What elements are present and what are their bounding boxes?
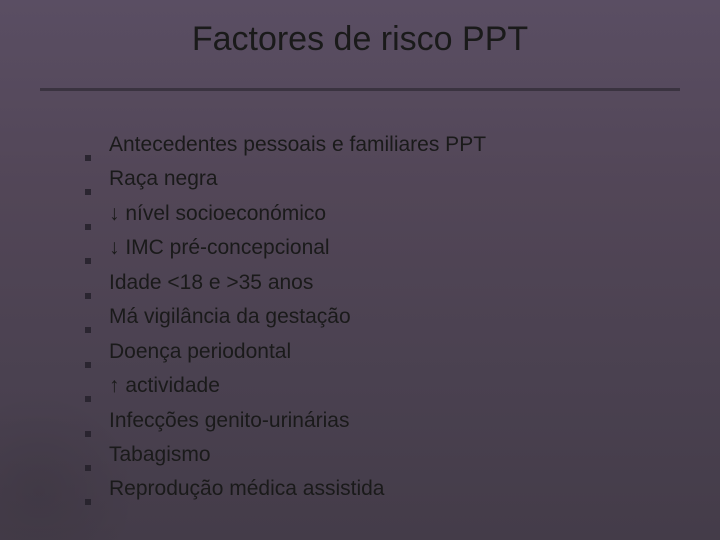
- list-item: ↓ IMC pré-concepcional: [85, 233, 660, 263]
- list-item: Infecções genito-urinárias: [85, 406, 660, 436]
- bullet-icon: [85, 258, 91, 264]
- list-item-text: ↑ actividade: [109, 371, 220, 401]
- slide-title: Factores de risco PPT: [0, 20, 720, 59]
- list-item: Raça negra: [85, 164, 660, 194]
- list-item: Tabagismo: [85, 440, 660, 470]
- list-item: Reprodução médica assistida: [85, 474, 660, 504]
- bullet-icon: [85, 189, 91, 195]
- list-item: Doença periodontal: [85, 337, 660, 367]
- list-item: ↓ nível socioeconómico: [85, 199, 660, 229]
- list-item-text: Antecedentes pessoais e familiares PPT: [109, 130, 486, 160]
- title-divider: [40, 88, 680, 91]
- list-item: Má vigilância da gestação: [85, 302, 660, 332]
- bullet-icon: [85, 465, 91, 471]
- list-item-text: Reprodução médica assistida: [109, 474, 384, 504]
- bullet-icon: [85, 155, 91, 161]
- list-item-text: ↓ IMC pré-concepcional: [109, 233, 330, 263]
- bullet-list: Antecedentes pessoais e familiares PPT R…: [85, 130, 660, 509]
- list-item-text: Má vigilância da gestação: [109, 302, 351, 332]
- list-item-text: Doença periodontal: [109, 337, 291, 367]
- list-item: Antecedentes pessoais e familiares PPT: [85, 130, 660, 160]
- bullet-icon: [85, 431, 91, 437]
- list-item-text: Idade <18 e >35 anos: [109, 268, 313, 298]
- bullet-icon: [85, 224, 91, 230]
- list-item: ↑ actividade: [85, 371, 660, 401]
- list-item: Idade <18 e >35 anos: [85, 268, 660, 298]
- list-item-text: Infecções genito-urinárias: [109, 406, 349, 436]
- bullet-icon: [85, 499, 91, 505]
- list-item-text: Raça negra: [109, 164, 218, 194]
- bullet-icon: [85, 293, 91, 299]
- bullet-icon: [85, 396, 91, 402]
- list-item-text: Tabagismo: [109, 440, 211, 470]
- bullet-icon: [85, 327, 91, 333]
- list-item-text: ↓ nível socioeconómico: [109, 199, 326, 229]
- bullet-icon: [85, 362, 91, 368]
